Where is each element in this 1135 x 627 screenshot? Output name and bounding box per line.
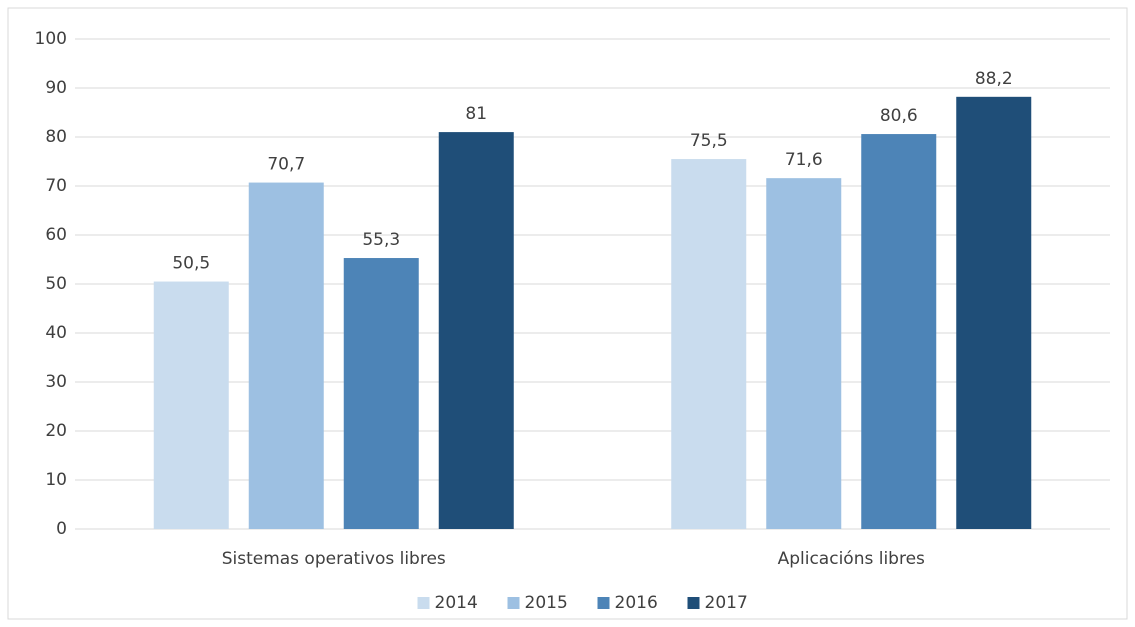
legend-label: 2015 — [525, 593, 568, 613]
y-tick-label: 80 — [45, 127, 67, 147]
y-tick-label: 0 — [56, 519, 67, 539]
legend-swatch — [507, 597, 520, 609]
legend-label: 2014 — [435, 593, 478, 613]
legend-swatch — [687, 597, 700, 609]
x-tick-label: Aplicacións libres — [778, 549, 925, 569]
bar — [766, 178, 842, 529]
y-tick-label: 70 — [45, 176, 67, 196]
bar — [861, 134, 937, 529]
bar — [343, 258, 419, 529]
bar — [248, 182, 324, 529]
legend-swatch — [597, 597, 610, 609]
y-tick-label: 20 — [45, 421, 67, 441]
legend-label: 2017 — [705, 593, 748, 613]
value-label: 81 — [465, 104, 487, 124]
y-tick-label: 90 — [45, 78, 67, 98]
y-tick-label: 60 — [45, 225, 67, 245]
value-label: 55,3 — [362, 230, 400, 250]
value-label: 70,7 — [267, 155, 305, 175]
bar — [956, 96, 1032, 529]
value-label: 88,2 — [975, 69, 1013, 89]
legend-label: 2016 — [615, 593, 658, 613]
bar — [153, 281, 229, 529]
legend-swatch — [417, 597, 430, 609]
value-label: 71,6 — [785, 150, 823, 170]
y-tick-label: 30 — [45, 372, 67, 392]
y-tick-label: 100 — [35, 29, 67, 49]
value-label: 50,5 — [172, 254, 210, 274]
x-tick-label: Sistemas operativos libres — [222, 549, 446, 569]
y-tick-label: 50 — [45, 274, 67, 294]
value-label: 80,6 — [880, 106, 918, 126]
y-tick-label: 10 — [45, 470, 67, 490]
bar — [438, 132, 514, 529]
bar — [671, 159, 747, 530]
value-label: 75,5 — [690, 131, 728, 151]
y-tick-label: 40 — [45, 323, 67, 343]
